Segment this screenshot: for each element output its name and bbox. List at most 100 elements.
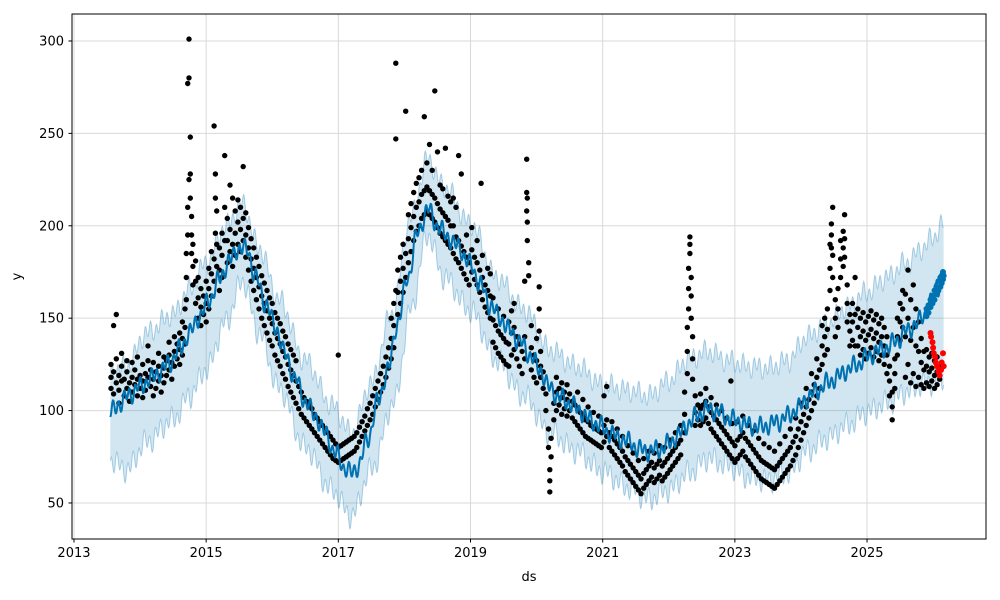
observation-point	[108, 374, 114, 380]
observation-point	[118, 363, 125, 369]
observation-point	[787, 463, 794, 469]
observation-point	[528, 345, 534, 351]
observation-point	[779, 474, 786, 480]
observation-point	[641, 455, 647, 462]
observation-point	[354, 430, 360, 436]
x-tick-label: 2021	[586, 546, 619, 561]
observation-point	[227, 226, 233, 233]
observation-point	[134, 393, 141, 399]
observation-point	[841, 236, 848, 242]
observation-point	[224, 215, 230, 222]
observation-point	[761, 441, 767, 447]
observation-point	[556, 402, 562, 408]
uncertainty-band-layer	[109, 149, 945, 531]
observation-point	[188, 213, 195, 220]
observation-point	[259, 273, 265, 279]
observation-point	[684, 324, 690, 331]
observation-point	[171, 334, 178, 340]
observation-point	[183, 297, 189, 303]
observation-point	[590, 409, 597, 416]
observation-point	[601, 439, 607, 445]
observation-point	[681, 389, 688, 395]
observation-point	[116, 372, 122, 379]
observation-point	[604, 383, 610, 390]
observation-point	[280, 370, 286, 377]
observation-point	[416, 199, 422, 205]
observation-point	[261, 280, 267, 286]
observation-point	[692, 393, 698, 399]
anomaly-points-layer	[927, 330, 947, 379]
observation-point	[477, 267, 483, 273]
observation-point	[524, 208, 530, 214]
observation-point	[540, 385, 546, 392]
observation-point	[884, 334, 890, 340]
observation-point	[860, 328, 866, 334]
observation-point	[824, 346, 831, 353]
observation-point	[186, 75, 192, 81]
observation-point	[905, 361, 911, 368]
observation-point	[264, 330, 270, 336]
observation-point	[670, 448, 676, 454]
observation-point	[458, 265, 464, 271]
observation-point	[408, 224, 414, 231]
observation-point	[835, 285, 841, 292]
y-tick-label: 100	[39, 404, 64, 419]
observation-point	[536, 328, 542, 334]
observation-point	[224, 237, 230, 244]
observation-point	[827, 287, 833, 294]
observation-point	[847, 343, 853, 349]
observation-point	[192, 258, 199, 264]
observation-point	[222, 152, 228, 159]
recent-anomaly-point	[928, 333, 935, 340]
recent-anomaly-point	[936, 372, 943, 379]
observation-point	[886, 363, 893, 369]
observation-point	[604, 417, 610, 423]
observation-point	[910, 370, 916, 377]
forecast-points-layer	[923, 269, 947, 320]
observation-point	[718, 424, 725, 430]
observation-point	[182, 306, 188, 312]
observation-point	[445, 217, 451, 223]
observation-point	[524, 195, 530, 201]
observation-point	[437, 182, 443, 188]
observation-point	[421, 114, 427, 120]
observation-point	[886, 393, 893, 399]
observation-point	[841, 212, 848, 218]
observation-point	[819, 322, 825, 329]
observation-point	[860, 309, 866, 316]
observation-point	[822, 334, 828, 340]
observation-point	[609, 448, 615, 454]
observation-point	[445, 193, 451, 199]
observation-point	[458, 171, 464, 177]
observation-point	[728, 378, 734, 384]
observation-point	[367, 400, 373, 406]
x-tick-label: 2019	[454, 546, 487, 561]
observation-point	[298, 411, 304, 417]
observation-point	[418, 191, 425, 198]
observation-point	[619, 448, 626, 454]
observation-point	[240, 163, 246, 170]
observation-point	[256, 263, 262, 270]
observation-point	[269, 300, 275, 307]
observation-point	[411, 213, 417, 220]
observation-point	[718, 441, 725, 447]
observation-point	[455, 260, 462, 266]
observation-point	[169, 376, 175, 382]
observation-point	[198, 304, 204, 310]
observation-point	[293, 400, 299, 406]
observation-point	[192, 300, 199, 307]
observation-point	[269, 343, 275, 349]
y-tick-label: 200	[39, 219, 64, 234]
observation-point	[471, 254, 478, 260]
observation-point	[849, 319, 856, 325]
observation-point	[524, 156, 530, 162]
observation-point	[572, 419, 578, 425]
recent-anomaly-point	[934, 363, 941, 370]
observation-point	[876, 321, 882, 327]
observation-point	[648, 474, 655, 480]
observation-point	[894, 315, 901, 321]
observation-point	[211, 256, 217, 262]
observation-point	[418, 167, 425, 173]
observation-point	[163, 372, 170, 379]
observation-point	[116, 387, 122, 393]
